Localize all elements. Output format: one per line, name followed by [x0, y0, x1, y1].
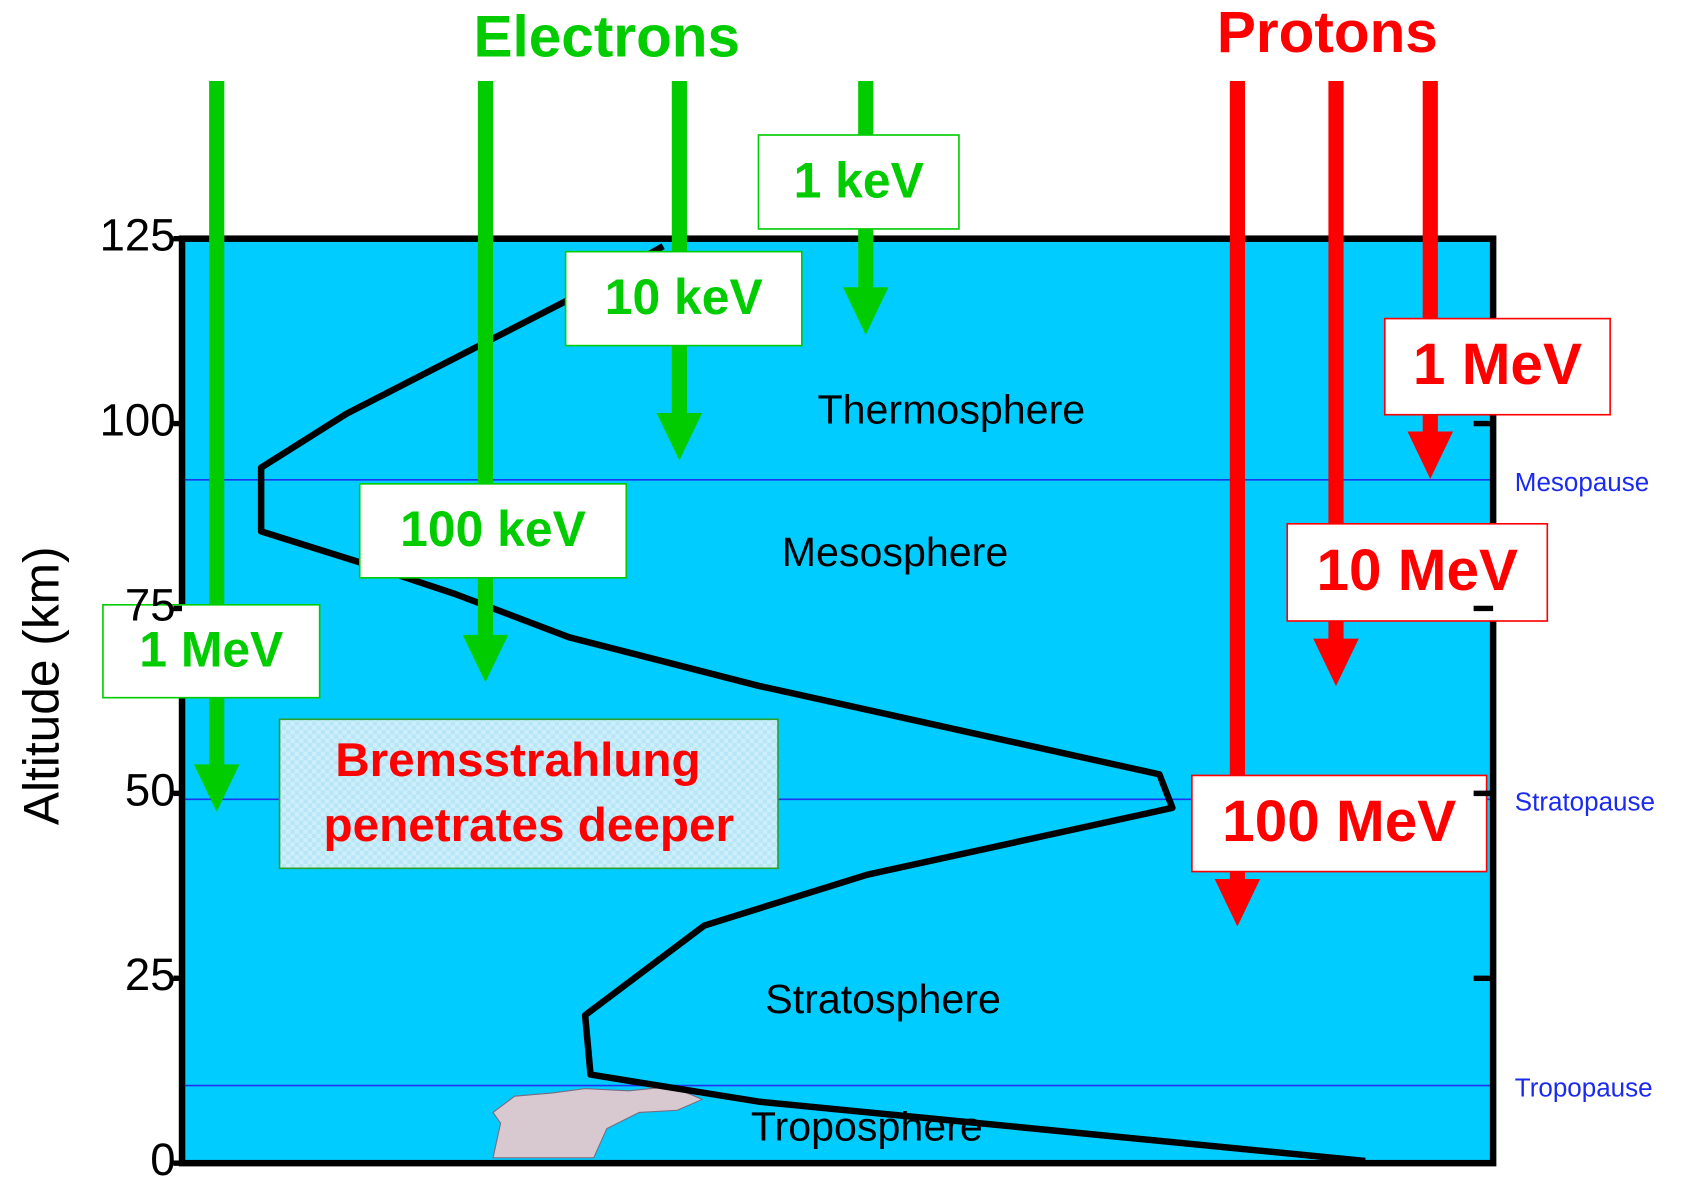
boundary-label: Stratopause: [1515, 786, 1655, 816]
y-axis-label: Altitude (km): [14, 546, 70, 825]
label-box: [102, 603, 321, 699]
layer-label: Thermosphere: [818, 386, 1086, 432]
note-box: [278, 718, 779, 870]
arrow-head: [656, 413, 703, 461]
label-box: [757, 134, 960, 230]
arrow-label: 10 keV: [605, 269, 763, 325]
protons-title: Protons: [1217, 0, 1438, 65]
label-box: [1191, 774, 1488, 873]
cloud: [492, 1085, 704, 1159]
y-tick-label: 75: [125, 580, 176, 631]
boundary-label: Tropopause: [1515, 1073, 1653, 1103]
y-tick-label: 0: [150, 1134, 175, 1185]
arrow-label: 1 keV: [794, 152, 924, 208]
label-box: [1286, 522, 1549, 622]
label-box: [358, 483, 628, 579]
plot-frame: [178, 235, 1497, 1167]
electrons-title: Electrons: [473, 5, 740, 70]
arrow-label: 10 MeV: [1316, 538, 1518, 603]
temperature-profile: [257, 243, 1366, 1165]
layer-label: Mesosphere: [782, 529, 1009, 575]
arrow-head: [193, 764, 240, 812]
note-line: Bremsstrahlung: [335, 734, 700, 787]
y-tick-label: 50: [125, 764, 176, 815]
arrow-label: 100 keV: [400, 501, 586, 557]
arrow-head: [462, 634, 509, 683]
label-box: [564, 250, 803, 347]
y-tick-label: 125: [100, 210, 176, 261]
arrow-label: 1 MeV: [1413, 332, 1582, 397]
arrow-head: [1313, 638, 1359, 687]
arrow-head: [1214, 878, 1261, 927]
y-tick-label: 100: [100, 395, 176, 446]
layer-label: Troposphere: [751, 1104, 983, 1150]
layer-label: Stratosphere: [765, 976, 1001, 1022]
label-box: [1383, 317, 1611, 416]
arrow-head: [1407, 431, 1454, 480]
note-line: penetrates deeper: [323, 799, 734, 852]
arrow-label: 100 MeV: [1222, 789, 1456, 854]
boundary-label: Mesopause: [1515, 467, 1649, 497]
arrow-head: [842, 287, 889, 335]
arrow-label: 1 MeV: [139, 622, 283, 678]
y-tick-label: 25: [125, 949, 176, 1000]
